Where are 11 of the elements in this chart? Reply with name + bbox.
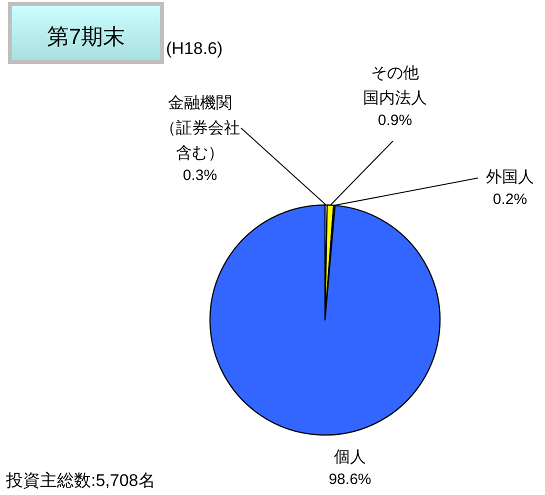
chart-title: 第7期末 (46, 24, 126, 49)
chart-subtitle: (H18.6) (166, 39, 223, 58)
text: 投資主総数:5,708名 (5, 471, 156, 490)
data-label: 0.2% (492, 191, 528, 208)
slice-label: その他国内法人 (363, 65, 427, 107)
data-label: 0.9% (378, 112, 412, 129)
data-label: 0.3% (182, 167, 218, 184)
slice-label: 外国人 (486, 169, 534, 186)
slice-label: 金融機関（証券会社含む） (160, 94, 240, 162)
data-label: 98.6% (328, 471, 372, 488)
slice-label: 個人 (334, 449, 366, 466)
